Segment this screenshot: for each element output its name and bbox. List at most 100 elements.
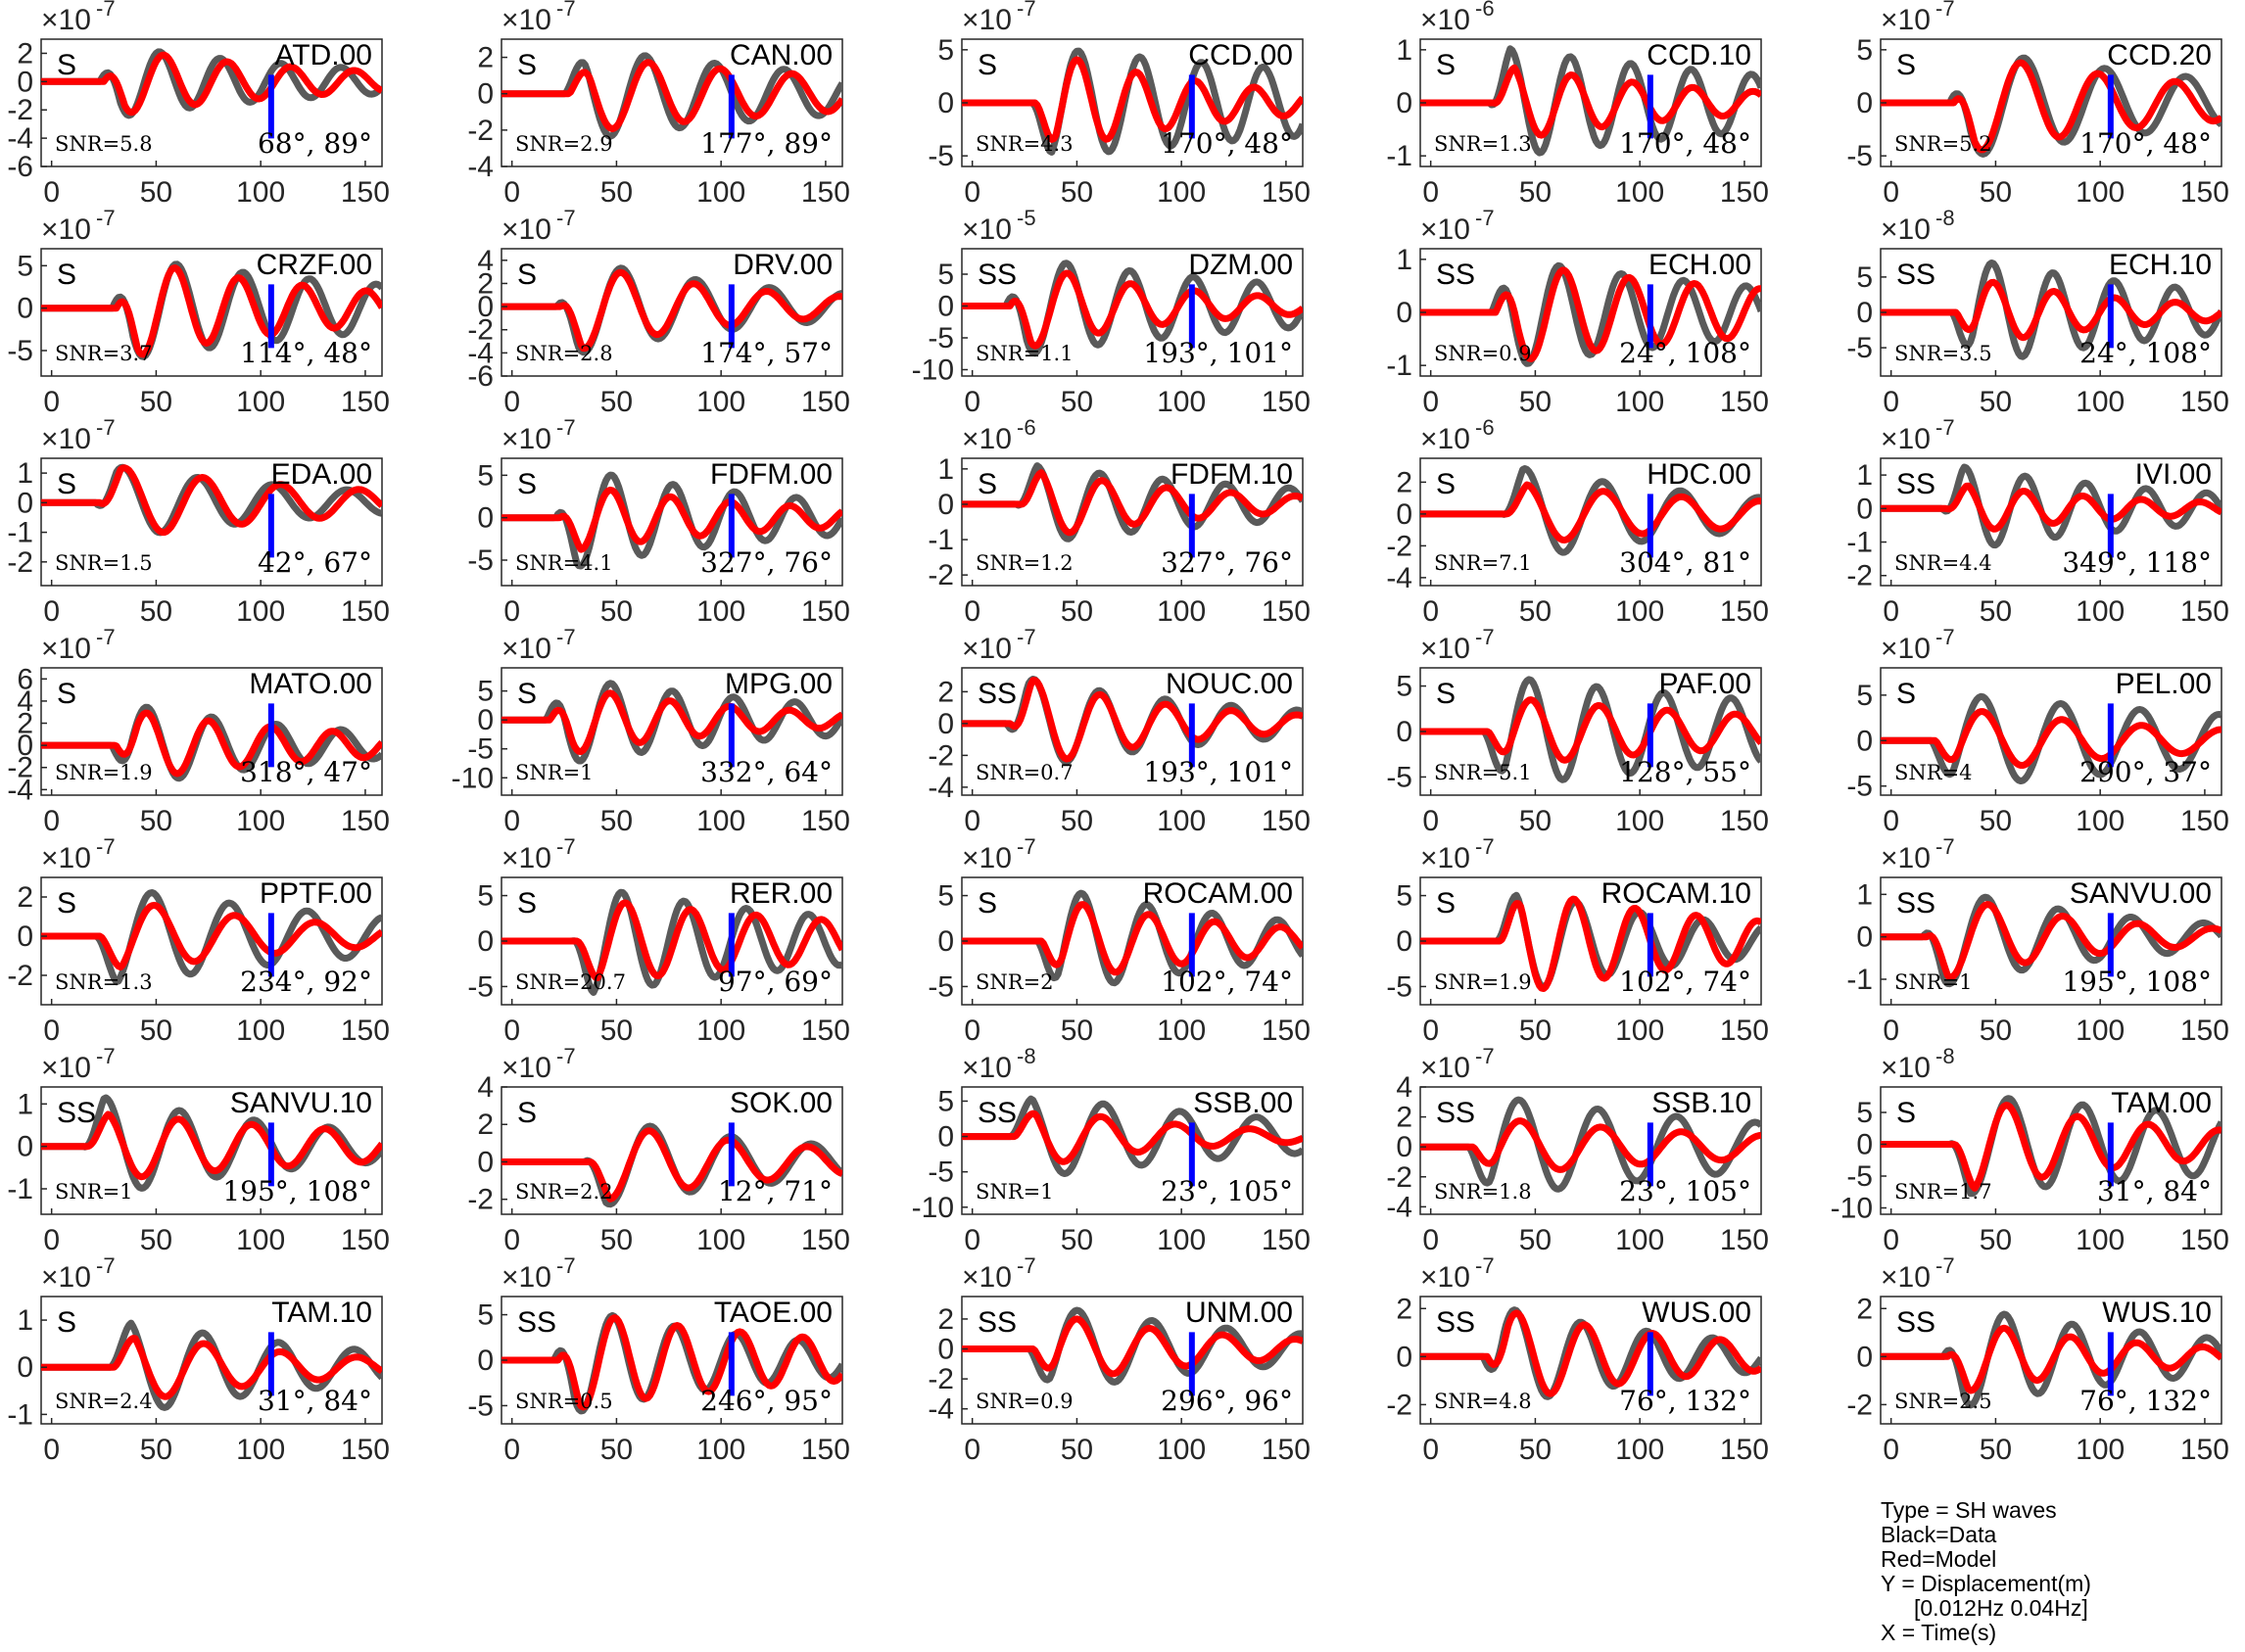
angles-label: 12°, 71°: [718, 1175, 833, 1207]
phase-label: S: [57, 468, 76, 500]
phase-label: SS: [978, 678, 1017, 710]
x-tick-label: 0: [43, 176, 60, 209]
y-tick-label: -1: [928, 524, 954, 556]
x-tick-label: 100: [236, 595, 285, 628]
angles-label: 174°, 57°: [700, 337, 833, 369]
x-tick-label: 50: [600, 1015, 633, 1047]
angles-label: 102°, 74°: [1619, 966, 1751, 998]
x-tick-label: 100: [2076, 1224, 2125, 1256]
panel-sanvu-00: -1 0 1 0 50 100 150 ×10 -7 SS SANVU.00 SNR=1 195°, 1…: [1846, 834, 2229, 1047]
data-trace: [1420, 1096, 1761, 1193]
y-tick-label: 5: [477, 1299, 494, 1332]
y-tick-label: -10: [452, 762, 494, 794]
axes-box: [40, 1296, 383, 1425]
snr-label: SNR=2.2: [515, 1180, 613, 1204]
angles-label: 349°, 118°: [2062, 546, 2212, 579]
phase-label: SS: [517, 1306, 556, 1339]
x-tick-label: 0: [964, 805, 980, 837]
station-label: FDFM.10: [1170, 458, 1293, 491]
legend-red: Red=Model: [1881, 1546, 1997, 1572]
y-exponent-power: -7: [1475, 206, 1495, 230]
y-exponent-power: -8: [1017, 1044, 1036, 1068]
snr-label: SNR=4: [1894, 761, 1973, 784]
y-tick-label: 1: [1856, 459, 1873, 492]
x-tick-label: 150: [341, 805, 390, 837]
x-tick-label: 0: [1422, 1434, 1439, 1466]
model-trace: [1881, 59, 2221, 154]
y-tick-label: 2: [1396, 466, 1412, 498]
angles-label: 193°, 101°: [1143, 756, 1293, 788]
angles-label: 290°, 37°: [2079, 756, 2212, 788]
y-tick-label: 1: [17, 1304, 33, 1337]
y-tick-label: 2: [1396, 1102, 1412, 1134]
y-tick-label: 0: [1856, 725, 1873, 757]
phase-label: S: [1436, 678, 1456, 710]
y-exponent-label: ×10: [1881, 633, 1931, 665]
x-tick-label: 50: [140, 1224, 172, 1256]
model-trace: [1881, 708, 2221, 770]
angles-label: 318°, 47°: [240, 756, 372, 788]
y-exponent-label: ×10: [962, 842, 1012, 874]
station-label: PEL.00: [2116, 668, 2212, 700]
y-tick-label: 0: [937, 1334, 954, 1366]
model-trace: [962, 469, 1303, 537]
x-tick-label: 100: [696, 1224, 745, 1256]
x-tick-label: 0: [1883, 1015, 1899, 1047]
model-trace: [1881, 278, 2221, 342]
y-tick-label: 1: [937, 453, 954, 486]
y-tick-label: 2: [1396, 1293, 1412, 1325]
x-tick-label: 50: [1061, 595, 1093, 628]
legend-black: Black=Data: [1881, 1522, 1997, 1547]
x-tick-label: 50: [1061, 386, 1093, 418]
y-tick-label: 1: [1856, 878, 1873, 911]
x-tick-label: 150: [1720, 805, 1769, 837]
snr-label: SNR=2.9: [515, 132, 613, 156]
y-tick-label: -5: [1846, 1160, 1873, 1193]
snr-label: SNR=4.8: [1434, 1390, 1532, 1413]
model-trace: [1881, 1324, 2221, 1394]
x-tick-label: 150: [1262, 595, 1311, 628]
y-exponent-label: ×10: [1420, 423, 1470, 455]
x-tick-label: 0: [1883, 176, 1899, 209]
y-tick-label: 5: [1396, 671, 1412, 703]
station-label: SANVU.10: [230, 1087, 372, 1119]
y-exponent-power: -7: [556, 1253, 576, 1278]
snr-label: SNR=5.8: [55, 132, 153, 156]
x-tick-label: 150: [2180, 805, 2229, 837]
model-trace: [1420, 895, 1761, 992]
x-tick-label: 0: [1883, 386, 1899, 418]
y-tick-label: -4: [928, 772, 954, 804]
y-tick-label: 2: [477, 267, 494, 300]
model-trace: [1881, 482, 2221, 533]
y-tick-label: 2: [17, 708, 33, 740]
x-tick-label: 0: [43, 1224, 60, 1256]
x-tick-label: 50: [600, 1224, 633, 1256]
legend-band: [0.012Hz 0.04Hz]: [1914, 1595, 2088, 1621]
snr-label: SNR=1.7: [1894, 1180, 1992, 1204]
phase-label: S: [517, 887, 537, 920]
snr-label: SNR=1: [55, 1180, 133, 1204]
angles-label: 193°, 101°: [1143, 337, 1293, 369]
x-tick-label: 150: [2180, 1434, 2229, 1466]
y-exponent-power: -7: [1935, 0, 1955, 21]
y-tick-label: 0: [477, 1345, 494, 1377]
y-tick-label: 0: [1856, 493, 1873, 525]
model-trace: [41, 901, 382, 971]
panel-wus-10: -2 0 2 0 50 100 150 ×10 -7 SS WUS.10 SNR=2.5 76°, 13…: [1846, 1253, 2229, 1466]
phase-label: SS: [1896, 468, 1935, 500]
snr-label: SNR=1.3: [1434, 132, 1532, 156]
phase-label: S: [1896, 678, 1916, 710]
y-tick-label: 0: [937, 87, 954, 119]
y-tick-label: 0: [477, 78, 494, 111]
x-tick-label: 0: [43, 1434, 60, 1466]
y-tick-label: 2: [937, 676, 954, 708]
snr-label: SNR=1.8: [1434, 1180, 1532, 1204]
x-tick-label: 0: [1422, 1015, 1439, 1047]
axes-box: [501, 1086, 843, 1215]
phase-label: SS: [978, 1097, 1017, 1129]
